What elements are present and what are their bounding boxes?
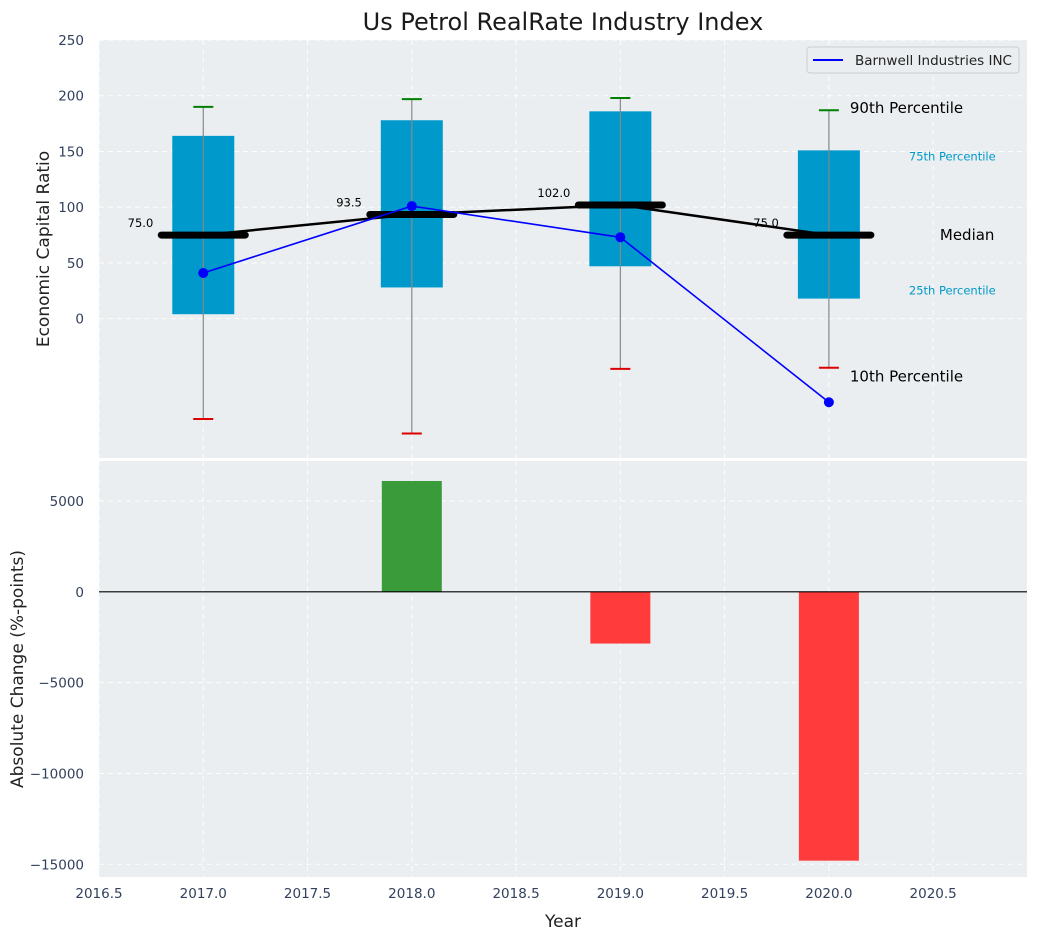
change-bar-negative [590, 591, 651, 644]
y-tick-label-bottom: −10000 [30, 766, 84, 782]
x-tick-label: 2019.5 [701, 886, 748, 902]
box-plot-panel: 0 50 100 150 200 250 75.0 93.5 102.0 75.0 90th P… [34, 33, 1027, 458]
p10-annotation: 10th Percentile [850, 368, 963, 386]
y-axis-title-bottom: Absolute Change (%-points) [8, 550, 28, 788]
median-value-label: 93.5 [336, 195, 362, 209]
x-tick-label: 2016.5 [75, 886, 122, 902]
legend-frame [806, 46, 1020, 74]
company-line [203, 205, 830, 403]
box-plot-background [99, 40, 1027, 458]
company-point [615, 232, 626, 243]
y-tick-label-top: 150 [58, 144, 84, 160]
median-value-label: 75.0 [753, 216, 779, 230]
y-tick-label-top: 50 [67, 256, 84, 272]
median-annotation: Median [940, 226, 995, 244]
x-tick-label: 2017.5 [284, 886, 331, 902]
change-bar-negative [798, 591, 859, 861]
company-point [823, 397, 834, 408]
x-tick-label: 2017.0 [180, 886, 227, 902]
median-trend-line [203, 203, 830, 237]
legend: Barnwell Industries INC [806, 46, 1020, 74]
p90-annotation: 90th Percentile [850, 99, 963, 117]
x-tick-label: 2020.0 [805, 886, 852, 902]
y-tick-label-bottom: −5000 [38, 676, 84, 692]
x-tick-label: 2018.0 [388, 886, 435, 902]
median-value-label: 102.0 [537, 186, 570, 200]
x-tick-label: 2020.5 [910, 886, 957, 902]
y-tick-label-top: 200 [58, 89, 84, 105]
y-tick-label-top: 100 [58, 200, 84, 216]
x-tick-label: 2019.0 [597, 886, 644, 902]
y-axis-title-top: Economic Capital Ratio [34, 151, 54, 347]
x-tick-label: 2018.5 [492, 886, 539, 902]
y-tick-label-bottom: 0 [75, 585, 84, 601]
change-bar-panel: −15000 −10000 −5000 0 5000 2016.5 2017.0 2017.… [8, 461, 1027, 932]
y-tick-label-bottom: −15000 [30, 857, 84, 873]
change-bar-positive [381, 480, 442, 592]
x-axis-title: Year [544, 912, 581, 932]
p75-annotation: 75th Percentile [909, 149, 996, 163]
median-value-label: 75.0 [128, 216, 154, 230]
y-tick-label-top: 0 [75, 312, 84, 328]
change-bar-background [99, 461, 1027, 877]
y-tick-label-bottom: 5000 [50, 494, 84, 510]
y-tick-label-top: 250 [58, 33, 84, 49]
chart-title: Us Petrol RealRate Industry Index [363, 8, 764, 36]
company-point [406, 201, 417, 212]
legend-label-barnwell: Barnwell Industries INC [855, 53, 1012, 69]
company-point [198, 267, 209, 278]
p25-annotation: 25th Percentile [909, 284, 996, 298]
